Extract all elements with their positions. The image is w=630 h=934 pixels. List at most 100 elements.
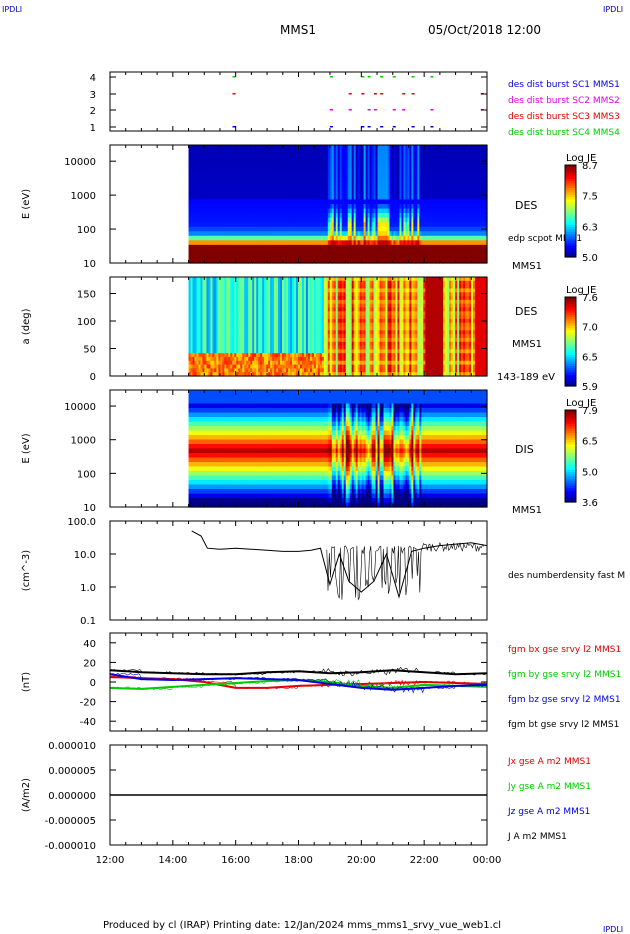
des-pitch-cell xyxy=(194,292,198,297)
des-energy-cell xyxy=(230,235,233,241)
des-energy-cell xyxy=(391,204,395,210)
des-energy-cell xyxy=(399,240,403,246)
des-energy-cell xyxy=(441,244,444,250)
des-energy-cell xyxy=(421,154,424,160)
des-energy-cell xyxy=(323,163,327,169)
des-pitch-cell xyxy=(206,345,210,350)
des-energy-cell xyxy=(399,213,403,219)
des-pitch-cell xyxy=(230,330,233,335)
des-energy-cell xyxy=(333,172,337,178)
des-energy-cell xyxy=(347,154,351,160)
des-energy-cell xyxy=(224,235,227,241)
des-energy-cell xyxy=(459,244,462,250)
des-energy-cell xyxy=(433,190,436,196)
des-pitch-cell xyxy=(204,360,208,366)
des-energy-cell xyxy=(286,253,289,260)
des-energy-cell xyxy=(417,222,420,228)
des-energy-cell xyxy=(355,231,359,237)
des-pitch-cell xyxy=(264,277,267,282)
des-energy-cell xyxy=(262,231,265,237)
des-energy-cell xyxy=(196,172,200,178)
des-pitch-cell xyxy=(218,356,221,362)
des-energy-cell xyxy=(335,190,339,196)
burst-mark xyxy=(361,76,365,78)
des-energy-cell xyxy=(461,240,464,246)
des-energy-cell xyxy=(437,231,440,237)
des-energy-cell xyxy=(361,240,365,246)
des-energy-cell xyxy=(469,204,472,210)
des-energy-cell xyxy=(319,145,323,151)
des-pitch-cell xyxy=(242,299,245,305)
des-energy-cell xyxy=(455,240,458,246)
des-pitch-cell xyxy=(252,330,255,335)
des-energy-cell xyxy=(425,167,428,173)
des-energy-cell xyxy=(212,172,216,178)
des-pitch-cell xyxy=(188,307,192,312)
des-energy-cell xyxy=(335,213,339,219)
des-energy-cell xyxy=(250,208,253,214)
des-energy-cell xyxy=(222,217,225,223)
des-pitch-cell xyxy=(230,334,233,339)
des-energy-cell xyxy=(379,185,383,191)
des-energy-cell xyxy=(260,208,263,214)
des-energy-cell xyxy=(268,231,271,237)
des-energy-cell xyxy=(339,172,343,178)
des-energy-cell xyxy=(317,240,321,246)
des-energy-cell xyxy=(244,231,247,237)
des-energy-cell xyxy=(359,240,363,246)
des-energy-cell xyxy=(303,199,307,205)
des-energy-cell xyxy=(403,154,407,160)
des-energy-cell xyxy=(202,194,206,201)
des-pitch-cell xyxy=(192,311,196,316)
des-energy-cell xyxy=(206,158,210,164)
des-energy-cell xyxy=(379,167,383,173)
des-pitch-cell xyxy=(250,334,253,339)
des-pitch-cell xyxy=(204,337,208,343)
des-energy-cell xyxy=(379,213,383,219)
des-energy-cell xyxy=(413,240,416,246)
des-energy-cell xyxy=(262,240,265,246)
des-energy-cell xyxy=(381,217,385,223)
des-energy-cell xyxy=(475,158,478,164)
des-energy-cell xyxy=(335,176,339,182)
des-energy-colorbar-tick: 6.3 xyxy=(582,222,598,233)
des-energy-cell xyxy=(329,199,333,205)
des-energy-cell xyxy=(439,226,442,232)
des-energy-cell xyxy=(299,244,303,250)
des-pitch-cell xyxy=(188,360,192,366)
des-energy-cell xyxy=(299,253,303,260)
des-pitch-cell xyxy=(222,356,225,362)
des-energy-cell xyxy=(309,222,313,228)
des-energy-cell xyxy=(365,240,369,246)
des-energy-cell xyxy=(371,181,375,187)
des-energy-cell xyxy=(250,204,253,210)
des-energy-cell xyxy=(411,217,414,223)
des-energy-cell xyxy=(375,222,379,228)
des-energy-cell xyxy=(357,167,361,173)
des-energy-cell xyxy=(461,235,464,241)
des-energy-cell xyxy=(321,176,325,182)
des-pitch-cell xyxy=(242,353,245,358)
des-energy-cell xyxy=(397,222,401,228)
des-energy-cell xyxy=(361,213,365,219)
des-energy-cell xyxy=(365,194,369,201)
des-energy-cell xyxy=(365,258,369,264)
des-energy-cell xyxy=(391,190,395,196)
des-energy-cell xyxy=(375,154,379,160)
des-energy-cell xyxy=(204,217,208,223)
des-energy-cell xyxy=(413,235,416,241)
des-energy-cell xyxy=(447,185,450,191)
burst-mark xyxy=(392,109,396,111)
des-energy-cell xyxy=(274,244,277,250)
des-energy-cell xyxy=(369,172,373,178)
des-pitch-cell xyxy=(222,334,225,339)
des-pitch-cell xyxy=(224,345,227,350)
des-energy-cell xyxy=(425,163,428,169)
des-energy-cell xyxy=(347,190,351,196)
des-energy-cell xyxy=(417,154,420,160)
des-energy-cell xyxy=(349,240,353,246)
des-energy-cell xyxy=(234,231,237,237)
des-energy-colorbar-cell xyxy=(565,224,576,228)
des-energy-cell xyxy=(479,240,482,246)
des-pitch-cell xyxy=(242,311,245,316)
